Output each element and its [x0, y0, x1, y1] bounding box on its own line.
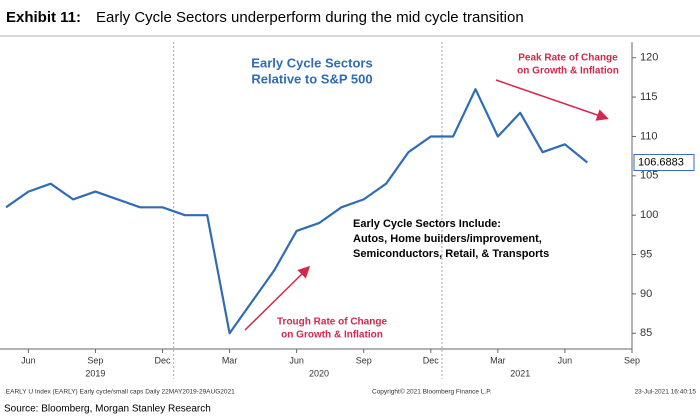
x-tick-label: Sep [87, 355, 103, 365]
chart-title: Early Cycle Sectors underperform during … [96, 9, 524, 26]
footer-left: .EARLY U Index (EARLY) Early cycle/small… [4, 389, 235, 396]
x-tick-label: Sep [356, 355, 372, 365]
year-label: 2019 [85, 368, 105, 378]
include-note: Autos, Home builders/improvement, [353, 233, 542, 245]
y-tick-label: 115 [640, 91, 658, 103]
y-tick-label: 90 [640, 288, 652, 300]
year-label: 2020 [309, 368, 329, 378]
last-value-box [633, 154, 695, 172]
x-tick-label: Mar [222, 355, 238, 365]
x-tick-label: Mar [490, 355, 506, 365]
peak-note: Peak Rate of Change [518, 53, 618, 64]
peak-note: on Growth & Inflation [517, 66, 619, 77]
last-value-label: 106.6883 [638, 156, 684, 168]
x-tick-label: Jun [289, 355, 304, 365]
trough-arrow [244, 265, 311, 331]
source: Source: Bloomberg, Morgan Stanley Resear… [4, 404, 211, 415]
trough-note: on Growth & Inflation [281, 330, 383, 341]
y-tick-label: 95 [640, 248, 652, 260]
series-title: Early Cycle Sectors [251, 55, 372, 70]
y-tick-label: 85 [640, 327, 652, 339]
exhibit-label: Exhibit 11: [6, 9, 81, 26]
series-title: Relative to S&P 500 [251, 71, 372, 86]
y-tick-label: 100 [640, 209, 658, 221]
x-tick-label: Dec [154, 355, 171, 365]
y-tick-label: 120 [640, 52, 658, 64]
trough-note: Trough Rate of Change [277, 317, 387, 328]
x-tick-label: Jun [558, 355, 573, 365]
y-tick-label: 110 [640, 130, 658, 142]
y-tick-label: 105 [640, 170, 658, 182]
include-note: Semiconductors, Retail, & Transports [353, 248, 549, 260]
footer-mid: Copyright© 2021 Bloomberg Finance L.P. [372, 388, 492, 396]
x-tick-label: Dec [423, 355, 440, 365]
x-tick-label: Sep [624, 355, 640, 365]
x-tick-label: Jun [21, 355, 36, 365]
peak-arrow [495, 79, 609, 121]
series-line [5, 88, 588, 335]
footer-right: 23-Jul-2021 16:40:15 [635, 389, 697, 396]
year-label: 2021 [510, 368, 530, 378]
include-note: Early Cycle Sectors Include: [353, 218, 501, 230]
